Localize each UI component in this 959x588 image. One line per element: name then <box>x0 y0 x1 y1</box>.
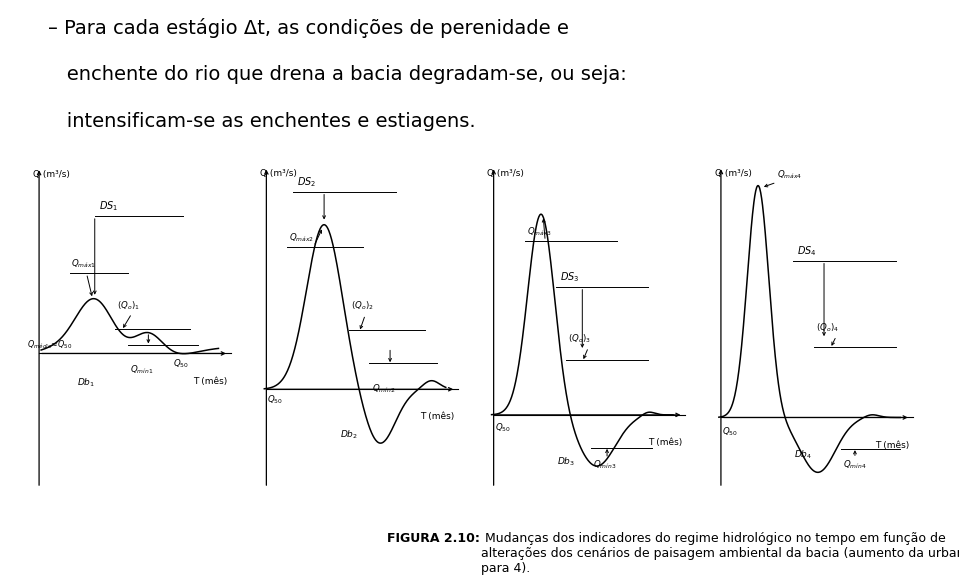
Text: T (mês): T (mês) <box>193 376 227 386</box>
Text: $(Q_o)_2$: $(Q_o)_2$ <box>351 300 374 312</box>
Text: $Q_{50}$: $Q_{50}$ <box>174 358 189 370</box>
Text: $Q_{50}$: $Q_{50}$ <box>722 425 738 438</box>
Text: $Db_4$: $Db_4$ <box>794 449 812 462</box>
Text: $DS_4$: $DS_4$ <box>797 245 817 258</box>
Text: Q (m³/s): Q (m³/s) <box>487 169 525 178</box>
Text: $(Q_o)_1$: $(Q_o)_1$ <box>117 299 140 312</box>
Text: $DS_1$: $DS_1$ <box>99 199 118 213</box>
Text: $Db_3$: $Db_3$ <box>557 455 574 467</box>
Text: $DS_3$: $DS_3$ <box>560 270 579 284</box>
Text: enchente do rio que drena a bacia degradam-se, ou seja:: enchente do rio que drena a bacia degrad… <box>48 65 626 83</box>
Text: $(Q_o)_4$: $(Q_o)_4$ <box>816 322 839 335</box>
Text: T (mês): T (mês) <box>875 440 909 450</box>
Text: T (mês): T (mês) <box>420 412 455 422</box>
Text: $Q_{mín4}$: $Q_{mín4}$ <box>843 458 866 471</box>
Text: $Q_{50}$: $Q_{50}$ <box>495 421 511 434</box>
Text: $Q_{máx2}$: $Q_{máx2}$ <box>289 232 315 245</box>
Text: Mudanças dos indicadores do regime hidrológico no tempo em função de
alterações : Mudanças dos indicadores do regime hidro… <box>481 532 959 575</box>
Text: $Q_{mín3}$: $Q_{mín3}$ <box>593 459 616 471</box>
Text: intensificam-se as enchentes e estiagens.: intensificam-se as enchentes e estiagens… <box>48 112 476 131</box>
Text: $Db_1$: $Db_1$ <box>78 376 96 389</box>
Text: Q (m³/s): Q (m³/s) <box>33 170 70 179</box>
Text: $Db_2$: $Db_2$ <box>339 429 358 441</box>
Text: – Para cada estágio Δt, as condições de perenidade e: – Para cada estágio Δt, as condições de … <box>48 18 569 38</box>
Text: Q (m³/s): Q (m³/s) <box>260 169 297 178</box>
Text: T (mês): T (mês) <box>647 438 682 447</box>
Text: $(Q_o)_3$: $(Q_o)_3$ <box>568 333 591 345</box>
Text: Q (m³/s): Q (m³/s) <box>714 169 752 178</box>
Text: $Q_{50}$: $Q_{50}$ <box>268 393 284 406</box>
Text: $Q_{máx3}$: $Q_{máx3}$ <box>526 226 551 238</box>
Text: FIGURA 2.10:: FIGURA 2.10: <box>386 532 480 545</box>
Text: $Q_{mín1}$: $Q_{mín1}$ <box>129 363 153 376</box>
Text: $Q_{mín2}$: $Q_{mín2}$ <box>371 383 395 395</box>
Text: $Q_{médio}$≈$Q_{50}$: $Q_{médio}$≈$Q_{50}$ <box>27 338 73 350</box>
Text: $Q_{máx1}$: $Q_{máx1}$ <box>71 258 96 270</box>
Text: $Q_{máx4}$: $Q_{máx4}$ <box>777 168 802 181</box>
Text: $DS_2$: $DS_2$ <box>297 176 316 189</box>
